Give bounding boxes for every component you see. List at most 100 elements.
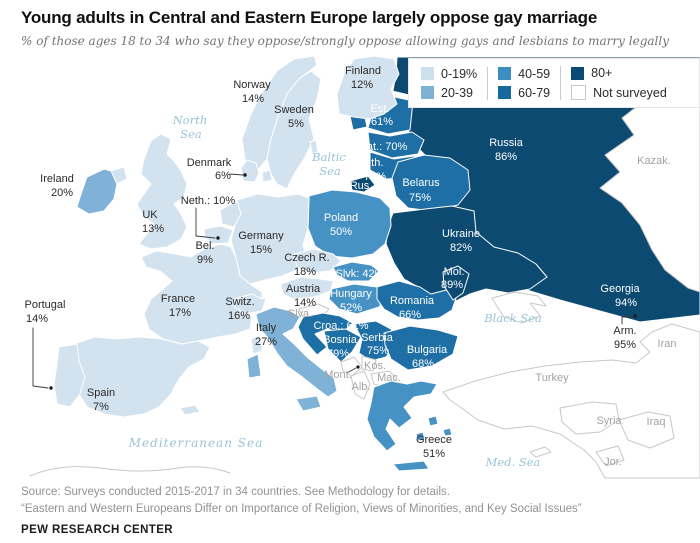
map-label: 61% [371,116,393,128]
legend-swatch-not-surveyed [571,85,587,100]
callout-dot-montenegro [356,365,360,369]
map-label: 75% [409,192,431,204]
map-label: Baltic [311,150,346,164]
map-label: Bosnia [323,334,358,346]
region-gotland [309,139,319,155]
legend-swatch-20-39 [421,86,434,99]
callout-line-denmark [229,173,244,176]
map-label: Romania [390,295,435,307]
map-label: Arm. [613,325,636,337]
map-label: Lat.: 70% [361,141,408,153]
callout-lines [32,173,637,390]
region-jordan [595,445,625,467]
map-label: Austria [286,283,321,295]
legend-label: 80+ [591,66,613,80]
map-label: 89% [441,279,463,291]
region-kosovo [361,355,377,372]
legend-swatch-60-79 [498,86,512,99]
legend-label: 20-39 [441,85,473,100]
map-label: Greece [416,434,452,446]
callout-line-portugal [32,327,49,389]
europe-map-container: Norway 14% Sweden 5% Finland 12% Denmark 6% Irel… [0,53,700,481]
map-label: 14% [26,313,48,325]
region-spain [73,336,211,418]
region-corsica [250,334,263,355]
legend-column: 0-19% 20-39 [421,67,487,100]
map-label: UK [142,209,158,221]
region-aegean-island [442,427,453,437]
map-label: 6% [215,170,231,182]
map-label: Georgia [600,283,640,295]
legend-label: 0-19% [441,66,478,81]
legend-item-not-surveyed: Not surveyed [571,85,667,100]
map-label: 79% [327,348,349,360]
region-belarus [391,154,471,212]
region-crete [392,460,430,472]
region-balearics [179,404,201,416]
map-label: 68% [412,358,434,370]
legend-label: 60-79 [518,85,551,100]
region-syria [559,401,620,435]
map-label: North [172,113,208,127]
map-legend: 0-19% 20-39 40-59 60-79 80+ [408,58,700,108]
region-italy [255,306,338,398]
map-label: Est. [371,103,390,115]
callout-line-montenegro [346,367,357,374]
map-label: Croa.: 61% [313,320,368,332]
region-ukraine [385,205,548,302]
map-label: Russia [489,137,524,149]
map-label: Mac. [377,372,401,384]
region-bosnia [323,328,362,363]
legend-swatch-80-plus [571,66,585,80]
callout-dot-portugal [49,386,53,390]
map-label: Med. Sea [485,455,541,469]
legend-item-0-19: 0-19% [421,67,477,81]
callout-dot-netherlands [216,236,220,240]
map-label: Bel. [196,240,215,252]
map-label: Mediterranean Sea [128,436,263,450]
map-label: Iran [658,338,677,350]
map-label: France [161,293,195,305]
map-label: 9% [197,254,213,266]
map-label: Denmark [187,157,232,169]
map-label: 14% [294,297,316,309]
map-label: 18% [294,266,316,278]
callout-dot-armenia [633,314,637,318]
map-label: 13% [142,223,164,235]
map-label: 14% [242,93,264,105]
legend-swatch-40-59 [498,67,512,80]
region-sicily [295,395,322,412]
map-label: 95% [614,339,636,351]
legend-item-60-79: 60-79 [498,86,550,100]
map-label: 86% [495,151,517,163]
legend-item-20-39: 20-39 [421,86,477,100]
map-label: Belarus [402,177,440,189]
region-hungary [328,283,388,315]
map-label: Mont. [324,369,352,381]
page-subtitle: % of those ages 18 to 34 who say they op… [21,34,669,49]
map-label: 94% [615,297,637,309]
map-label: 17% [169,307,191,319]
region-denmark [240,159,260,183]
region-germany [230,193,310,285]
region-portugal [53,343,86,408]
map-label: 20% [51,187,73,199]
legend-column: 80+ Not surveyed [560,66,677,100]
region-netherlands [219,200,242,228]
region-greece [366,380,438,452]
region-poland [307,189,392,259]
map-label: Mol. [444,266,465,278]
footer-notes: Source: Surveys conducted 2015-2017 in 3… [21,484,686,517]
region-africa-coastline [29,466,231,477]
region-aegean-island [415,431,426,442]
map-label: 27% [255,336,277,348]
map-label: Kos. [364,360,386,372]
map-label: Spain [87,387,115,399]
map-label: Syria [596,415,622,427]
map-label: Turkey [535,372,569,384]
source-note: Source: Surveys conducted 2015-2017 in 3… [21,486,450,498]
map-label: 7% [93,401,109,413]
report-title: “Eastern and Western Europeans Differ on… [21,502,582,515]
region-romania [376,280,457,321]
